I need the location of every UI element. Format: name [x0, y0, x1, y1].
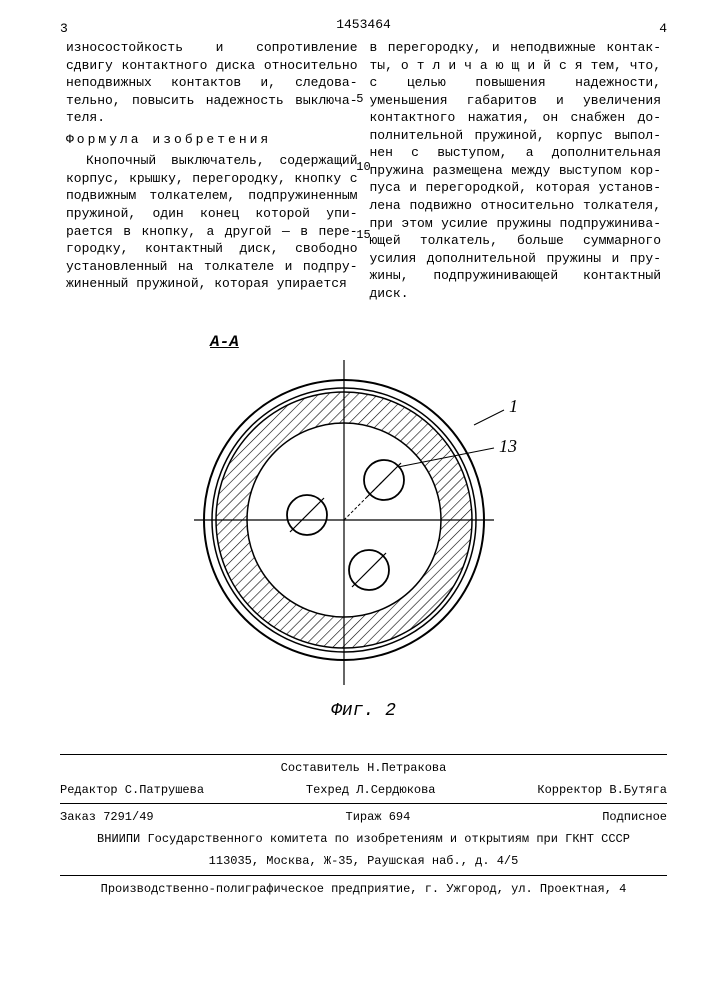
para: износостойкость и сопротивление сдвигу к… — [66, 39, 358, 127]
figure-block: А-А — [60, 332, 667, 723]
techred: Техред Л.Сердюкова — [306, 782, 436, 798]
org-line: ВНИИПИ Государственного комитета по изоб… — [60, 828, 667, 850]
corrector: Корректор В.Бутяга — [537, 782, 667, 798]
divider — [60, 875, 667, 876]
para: Кнопочный выключатель, содержащий корпус… — [66, 152, 358, 292]
divider — [60, 803, 667, 804]
figure-caption: Фиг. 2 — [60, 699, 667, 723]
composer-line: Составитель Н.Петракова — [60, 757, 667, 779]
text-columns: 5 10 15 износостойкость и сопротивление … — [60, 39, 667, 302]
patent-number: 1453464 — [60, 16, 667, 34]
formula-heading: Формула изобретения — [66, 131, 358, 149]
line-marker: 5 — [356, 91, 370, 107]
order: Заказ 7291/49 — [60, 809, 154, 825]
line-marker: 15 — [356, 227, 370, 243]
right-column: в перегородку, и неподвижные контак­ты, … — [364, 39, 668, 302]
section-line-label: А-А — [210, 332, 667, 354]
para: в перегородку, и неподвижные контак­ты, … — [370, 39, 662, 302]
order-row: Заказ 7291/49 Тираж 694 Подписное — [60, 806, 667, 828]
callout-label: 13 — [499, 436, 517, 456]
left-column: износостойкость и сопротивление сдвигу к… — [60, 39, 364, 302]
editor: Редактор С.Патрушева — [60, 782, 204, 798]
printer-line: Производственно-полиграфическое предприя… — [60, 878, 667, 900]
footer-block: Составитель Н.Петракова Редактор С.Патру… — [60, 754, 667, 900]
line-number-gutter: 5 10 15 — [356, 39, 370, 244]
line-marker: 10 — [356, 159, 370, 175]
address-line: 113035, Москва, Ж-35, Раушская наб., д. … — [60, 850, 667, 872]
subscription: Подписное — [602, 809, 667, 825]
page-num-left: 3 — [60, 20, 68, 38]
divider — [60, 754, 667, 755]
callout-label: 1 — [509, 396, 518, 416]
tirage: Тираж 694 — [346, 809, 411, 825]
page-num-right: 4 — [659, 20, 667, 38]
figure-svg: 1 13 — [194, 360, 534, 690]
page-container: 3 4 1453464 5 10 15 износостойкость и со… — [0, 0, 707, 920]
credits-row: Редактор С.Патрушева Техред Л.Сердюкова … — [60, 779, 667, 801]
